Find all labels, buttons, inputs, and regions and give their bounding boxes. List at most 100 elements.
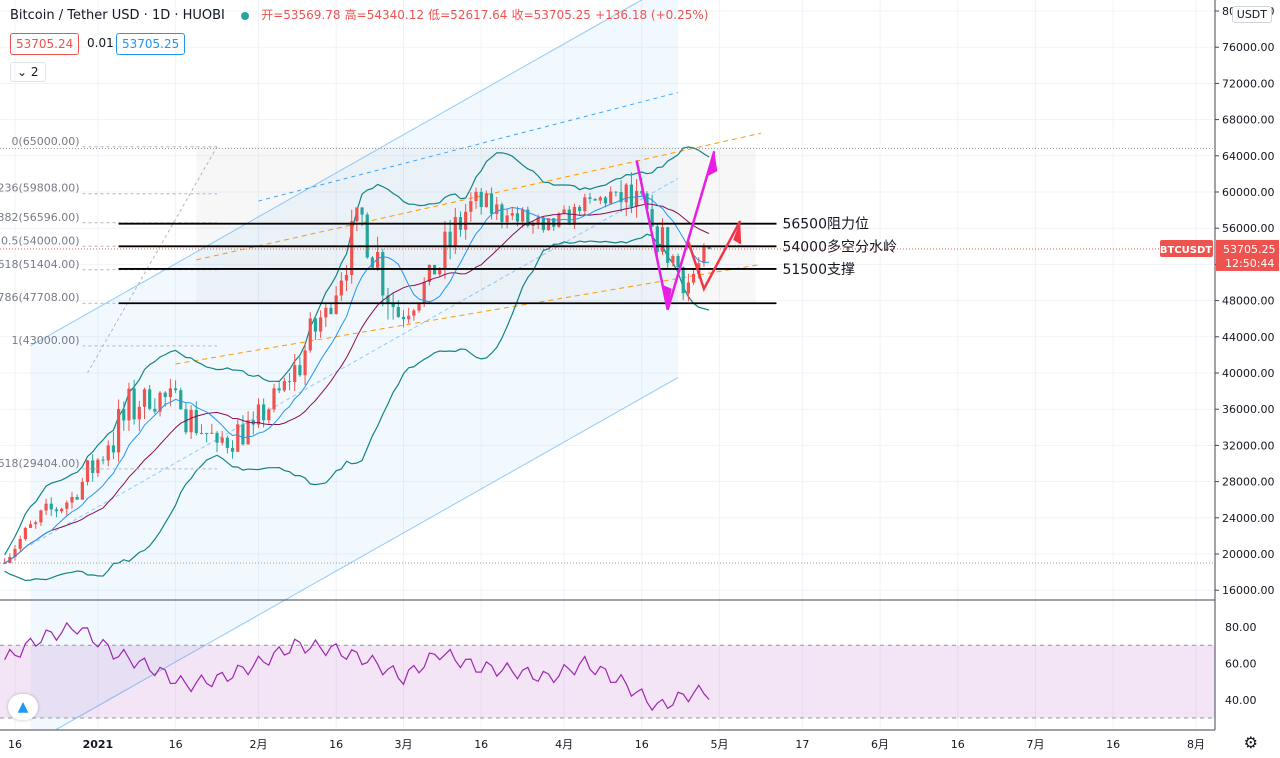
candle-body <box>365 214 369 258</box>
candle-body <box>614 191 618 193</box>
candle-body <box>205 432 209 434</box>
candle-body <box>381 252 385 296</box>
arrowhead-red <box>733 220 742 245</box>
candle-body <box>588 197 592 199</box>
currency-unit-button[interactable]: USDT <box>1231 6 1272 23</box>
candle-body <box>28 524 33 528</box>
candle-body <box>277 388 281 391</box>
tradingview-logo-icon[interactable]: ▲ <box>8 694 38 720</box>
symbol-title[interactable]: Bitcoin / Tether USD · 1D · HUOBI <box>10 8 225 23</box>
candle-body <box>572 206 577 225</box>
rsi-line <box>4 621 710 712</box>
candle-body <box>407 315 411 320</box>
price-tag-value: 53705.25 <box>1223 243 1276 256</box>
candle-body <box>111 445 116 453</box>
candle-body <box>443 231 447 269</box>
y-tick-label: 60000.00 <box>1222 186 1275 199</box>
candle-body <box>65 502 69 509</box>
candle-body <box>85 460 90 482</box>
x-tick-label: 16 <box>951 738 965 751</box>
candle-body <box>13 548 17 557</box>
candle-body <box>396 307 400 317</box>
candle-body <box>96 459 100 474</box>
x-tick-label: 8月 <box>1187 738 1205 751</box>
regression-channel-mid <box>30 177 679 546</box>
moving-averages <box>4 195 710 564</box>
moving-average-fast <box>4 195 710 564</box>
fib-level-label: 0.786(47708.00) <box>0 291 80 304</box>
background-drawings <box>0 0 1215 745</box>
horizontal-levels: 56500阻力位 54000多空分水岭 51500支撑 <box>0 217 1215 305</box>
candle-body <box>464 211 468 230</box>
candle-body <box>609 191 613 204</box>
candle-body <box>629 184 634 207</box>
sell-price-button[interactable]: 53705.24 <box>10 33 80 55</box>
candle-body <box>117 408 121 453</box>
candle-body <box>194 409 198 434</box>
candle-body <box>640 190 644 194</box>
candle-body <box>578 206 582 212</box>
candle-body <box>360 207 364 215</box>
candle-body <box>505 215 509 223</box>
candle-body <box>474 191 478 202</box>
candle-body <box>106 445 110 461</box>
candle-body <box>552 218 556 227</box>
candle-body <box>448 231 452 247</box>
candle-body <box>521 209 525 222</box>
candle-body <box>220 437 224 443</box>
price-tag-countdown: 12:50:44 <box>1225 257 1274 270</box>
price-axis-bg <box>1215 0 1280 758</box>
candle-body <box>256 404 261 425</box>
fib-level-label: 0.5(54000.00) <box>1 234 80 247</box>
y-tick-label: 28000.00 <box>1222 476 1275 489</box>
candle-body <box>308 318 312 351</box>
candle-body <box>391 303 395 308</box>
candle-body <box>293 365 297 383</box>
key-level-annotation: 54000多空分水岭 <box>782 238 897 255</box>
candle-body <box>225 437 229 448</box>
y-tick-label: 68000.00 <box>1222 114 1275 127</box>
x-tick-label: 5月 <box>710 738 728 751</box>
buy-price-button[interactable]: 53705.25 <box>116 33 186 55</box>
forecast-arrows <box>635 150 742 311</box>
chart-header: Bitcoin / Tether USD · 1D · HUOBI 开=5356… <box>10 6 708 23</box>
gear-icon[interactable]: ⚙ <box>1243 733 1258 752</box>
candle-body <box>671 256 675 263</box>
candle-body <box>287 381 292 383</box>
candle-body <box>526 209 530 226</box>
candle-body <box>230 447 235 452</box>
y-tick-label: 16000.00 <box>1222 584 1275 597</box>
key-level-annotation: 56500阻力位 <box>782 217 869 233</box>
candle-body <box>23 527 27 539</box>
candle-body <box>598 197 602 201</box>
x-tick-label: 16 <box>169 738 183 751</box>
candle-body <box>60 508 64 512</box>
candle-body <box>153 408 157 412</box>
fib-level-label: 0(65000.00) <box>11 135 79 148</box>
candles <box>3 172 711 565</box>
fib-level-label: 0.618(51404.00) <box>0 258 80 271</box>
y-tick-label: 48000.00 <box>1222 295 1275 308</box>
candle-body <box>70 496 74 503</box>
x-tick-label: 7月 <box>1026 738 1044 751</box>
candle-body <box>489 193 494 214</box>
candle-body <box>262 404 266 421</box>
y-tick-label: 32000.00 <box>1222 439 1275 452</box>
time-axis-bg <box>0 730 1215 758</box>
indicators-collapse-button[interactable]: ⌄ 2 <box>10 62 46 82</box>
candle-body <box>650 209 654 227</box>
fib-trend-line <box>87 146 218 374</box>
candle-body <box>681 267 685 294</box>
ohlc-open: 开=53569.78 <box>261 8 341 22</box>
candle-body <box>127 388 131 421</box>
fib-level-label: 1.618(29404.00) <box>0 457 80 470</box>
candle-body <box>344 274 349 281</box>
x-tick-label: 17 <box>795 738 809 751</box>
candle-body <box>376 252 380 268</box>
candle-body <box>567 209 571 225</box>
x-tick-label: 16 <box>474 738 488 751</box>
indicator-count: 2 <box>30 65 39 79</box>
candle-body <box>329 307 333 315</box>
